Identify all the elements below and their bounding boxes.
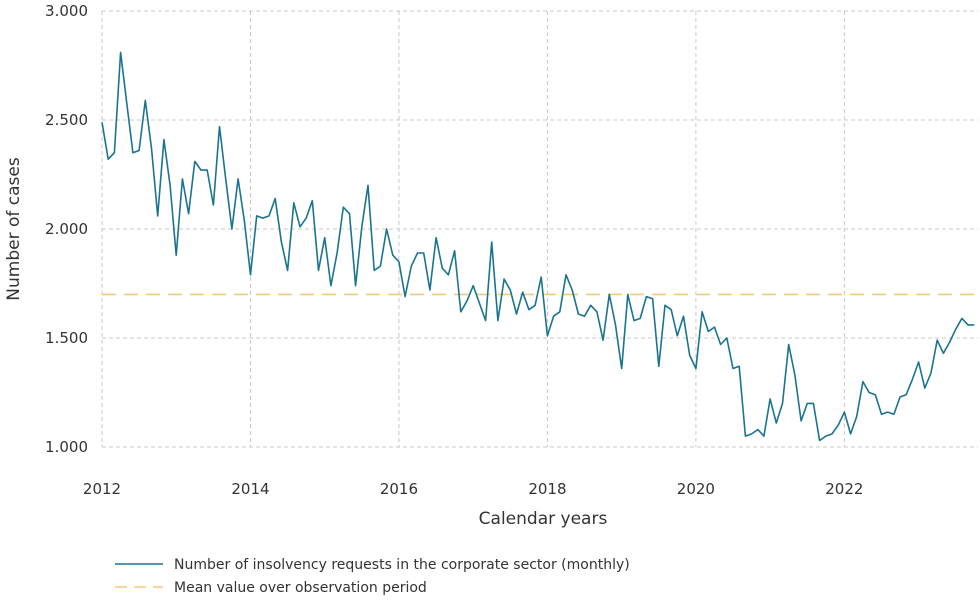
y-tick-label: 2.000 bbox=[45, 220, 88, 238]
x-tick-label: 2014 bbox=[231, 480, 269, 498]
y-tick-label: 1.500 bbox=[45, 329, 88, 347]
x-tick-label: 2016 bbox=[380, 480, 418, 498]
x-tick-label: 2012 bbox=[83, 480, 121, 498]
x-axis-title: Calendar years bbox=[479, 509, 608, 529]
grid bbox=[101, 10, 978, 448]
series-line-insolvency-requests bbox=[101, 51, 975, 442]
legend-label-mean: Mean value over observation period bbox=[174, 580, 427, 596]
series-layer bbox=[101, 51, 975, 442]
y-tick-label: 2.500 bbox=[45, 111, 88, 129]
legend: Number of insolvency requests in the cor… bbox=[115, 557, 630, 596]
y-axis-ticks: 1.000 1.500 2.000 2.500 3.000 bbox=[45, 2, 88, 456]
x-tick-label: 2020 bbox=[677, 480, 715, 498]
y-tick-label: 3.000 bbox=[45, 2, 88, 20]
y-tick-label: 1.000 bbox=[45, 438, 88, 456]
x-axis-ticks: 2012 2014 2016 2018 2020 2022 bbox=[83, 480, 864, 498]
legend-label-series: Number of insolvency requests in the cor… bbox=[174, 557, 630, 573]
x-tick-label: 2022 bbox=[825, 480, 863, 498]
x-tick-label: 2018 bbox=[528, 480, 566, 498]
y-axis-title: Number of cases bbox=[4, 157, 24, 301]
